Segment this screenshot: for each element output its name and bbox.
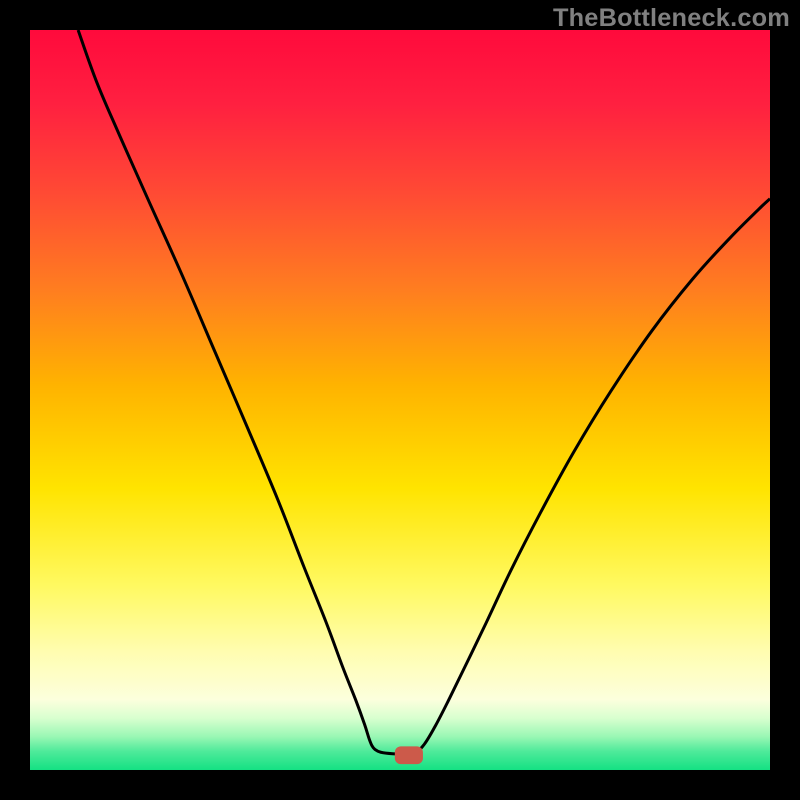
bottleneck-chart	[0, 0, 800, 800]
plot-background	[30, 30, 770, 770]
optimum-marker	[395, 746, 423, 764]
chart-frame: TheBottleneck.com	[0, 0, 800, 800]
watermark-text: TheBottleneck.com	[553, 4, 790, 33]
